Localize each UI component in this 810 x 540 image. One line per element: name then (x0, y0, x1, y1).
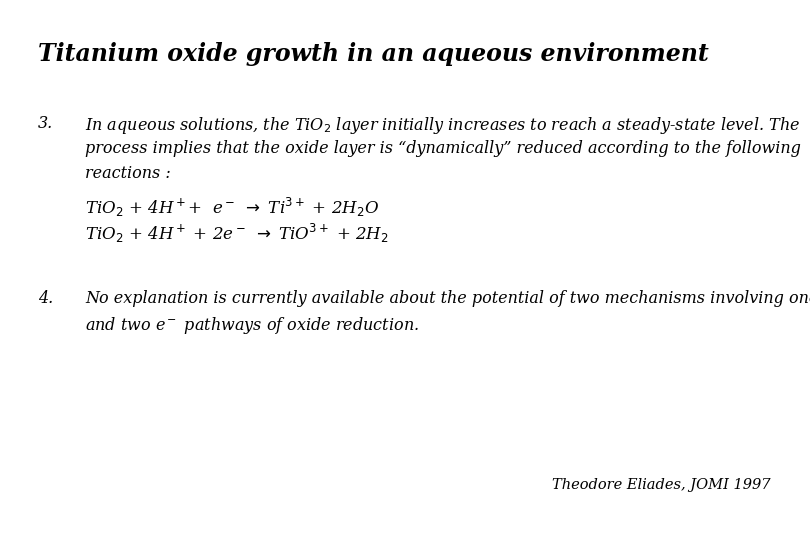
Text: In aqueous solutions, the TiO$_2$ layer initially increases to reach a steady-st: In aqueous solutions, the TiO$_2$ layer … (85, 115, 800, 136)
Text: reactions :: reactions : (85, 165, 171, 182)
Text: No explanation is currently available about the potential of two mechanisms invo: No explanation is currently available ab… (85, 290, 810, 307)
Text: process implies that the oxide layer is “dynamically” reduced according to the f: process implies that the oxide layer is … (85, 140, 801, 157)
Text: 3.: 3. (38, 115, 53, 132)
Text: Titanium oxide growth in an aqueous environment: Titanium oxide growth in an aqueous envi… (38, 42, 709, 66)
Text: TiO$_2$ + 4H$^+$+  e$^-$ $\rightarrow$ Ti$^{3+}$ + 2H$_2$O: TiO$_2$ + 4H$^+$+ e$^-$ $\rightarrow$ Ti… (85, 196, 380, 219)
Text: Theodore Eliades, JOMI 1997: Theodore Eliades, JOMI 1997 (552, 478, 770, 492)
Text: TiO$_2$ + 4H$^+$ + 2e$^-$ $\rightarrow$ TiO$^{3+}$ + 2H$_2$: TiO$_2$ + 4H$^+$ + 2e$^-$ $\rightarrow$ … (85, 222, 389, 245)
Text: 4.: 4. (38, 290, 53, 307)
Text: and two e$^-$ pathways of oxide reduction.: and two e$^-$ pathways of oxide reductio… (85, 315, 419, 336)
